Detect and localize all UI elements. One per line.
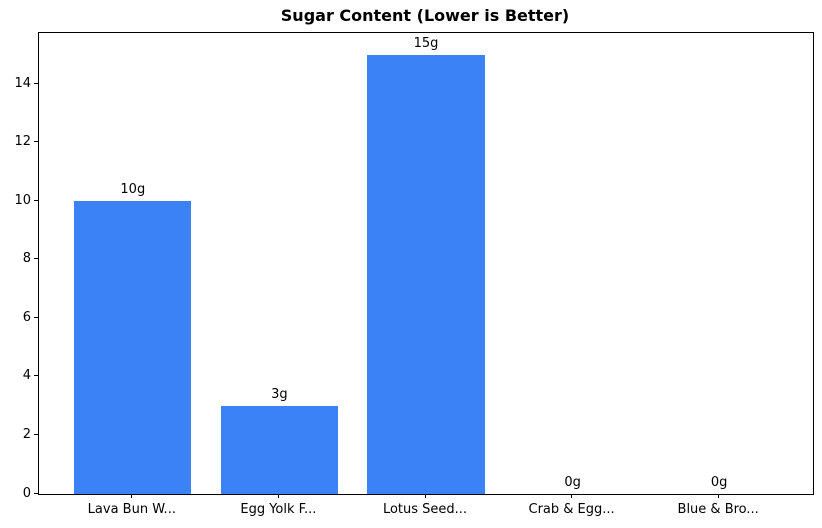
x-tick-label: Egg Yolk F... bbox=[240, 502, 317, 517]
x-tick-mark bbox=[131, 494, 133, 498]
y-tick-mark bbox=[34, 141, 38, 143]
x-tick-mark bbox=[277, 494, 279, 498]
x-tick-mark bbox=[571, 494, 573, 498]
bar-value-label: 10g bbox=[120, 182, 146, 198]
y-tick-label: 0 bbox=[22, 485, 31, 501]
bar-value-label: 15g bbox=[413, 35, 439, 51]
y-tick-label: 4 bbox=[22, 368, 31, 384]
bar-value-label: 0g bbox=[564, 475, 581, 490]
y-tick-label: 2 bbox=[22, 426, 31, 442]
y-tick-mark bbox=[34, 82, 38, 84]
x-tick-label: Blue & Bro... bbox=[677, 502, 759, 517]
bar bbox=[367, 54, 485, 494]
x-tick-label: Crab & Egg... bbox=[528, 502, 615, 517]
y-tick-label: 14 bbox=[14, 75, 31, 91]
x-tick-label: Lava Bun W... bbox=[87, 502, 176, 517]
y-tick-mark bbox=[34, 258, 38, 260]
y-tick-mark bbox=[34, 316, 38, 318]
plot-area: 10g 3g 15g 0g 0g bbox=[38, 32, 814, 495]
y-tick-mark bbox=[34, 433, 38, 435]
y-tick-label: 6 bbox=[22, 309, 31, 325]
bar-value-label: 0g bbox=[710, 475, 728, 490]
y-tick-label: 12 bbox=[14, 134, 31, 150]
y-tick-mark bbox=[34, 199, 38, 201]
y-tick-mark bbox=[34, 375, 38, 377]
y-tick-label: 10 bbox=[14, 192, 31, 208]
x-tick-label: Lotus Seed... bbox=[382, 502, 468, 517]
chart-title: Sugar Content (Lower is Better) bbox=[280, 6, 570, 25]
y-tick-mark bbox=[34, 492, 38, 494]
bar-value-label: 3g bbox=[271, 387, 288, 403]
bar bbox=[74, 201, 192, 494]
y-tick-label: 8 bbox=[22, 251, 31, 267]
x-tick-mark bbox=[717, 494, 719, 498]
x-tick-mark bbox=[424, 494, 426, 498]
bar bbox=[220, 406, 339, 494]
